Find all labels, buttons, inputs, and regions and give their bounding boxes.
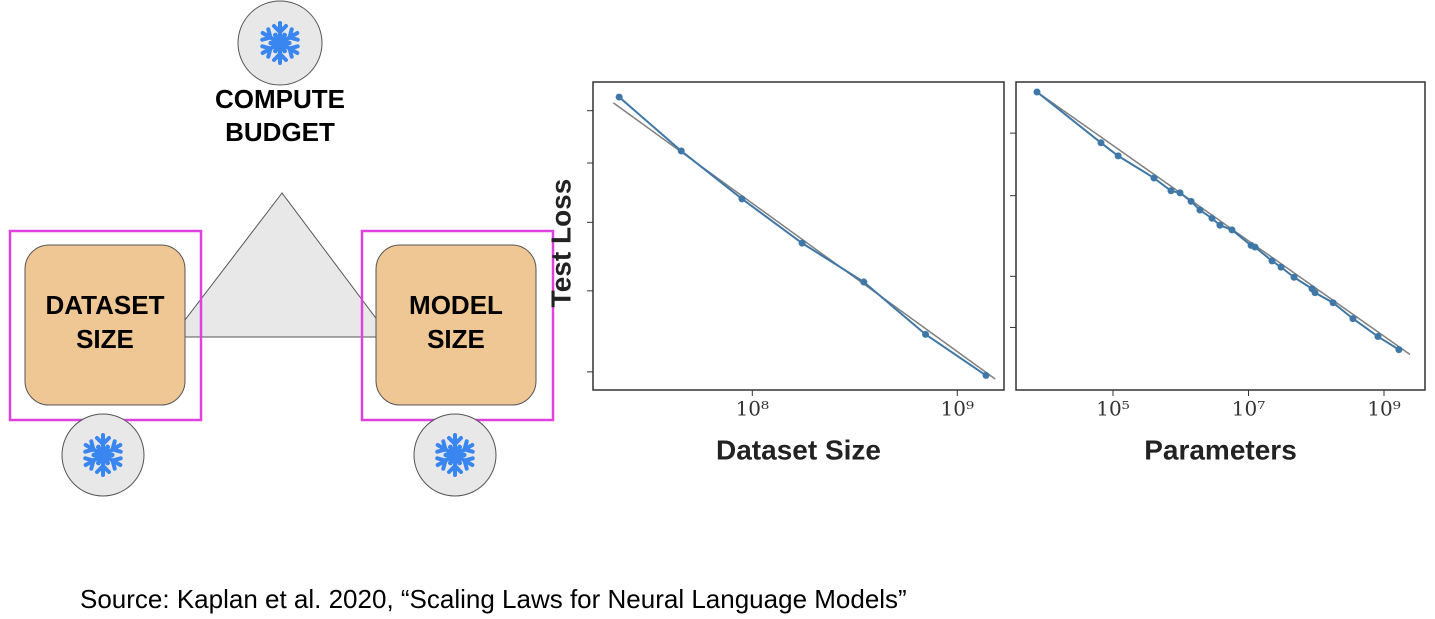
- data-point: [615, 93, 623, 101]
- data-point: [1208, 214, 1216, 222]
- compute-label: BUDGET: [225, 117, 335, 147]
- compute-label: COMPUTE: [215, 84, 345, 114]
- data-point: [1395, 346, 1403, 354]
- data-point: [798, 239, 806, 247]
- data-point: [1176, 189, 1184, 197]
- model-label: SIZE: [427, 324, 485, 354]
- data-point: [1033, 88, 1041, 96]
- plot-frame: [1015, 81, 1426, 391]
- x-axis-label: Dataset Size: [716, 434, 881, 465]
- data-point: [1268, 257, 1276, 265]
- data-point: [1150, 174, 1158, 182]
- series-line: [618, 96, 987, 377]
- series-line: [1036, 91, 1400, 351]
- x-tick-label: 10⁹: [1367, 397, 1400, 421]
- data-point: [1114, 152, 1122, 160]
- data-point: [1251, 243, 1259, 251]
- triangle: [170, 192, 391, 338]
- dataset-label: DATASET: [46, 290, 165, 320]
- plot-frame: [592, 81, 1005, 391]
- model-box: [375, 244, 537, 406]
- x-tick-label: 10⁸: [736, 397, 769, 421]
- x-tick-label: 10⁹: [941, 397, 974, 421]
- data-point: [1277, 263, 1285, 271]
- data-point: [1167, 187, 1175, 195]
- x-tick-label: 10⁷: [1232, 397, 1265, 421]
- data-point: [677, 147, 685, 155]
- data-point: [1290, 273, 1298, 281]
- data-point: [1216, 221, 1224, 229]
- dataset-label: SIZE: [76, 324, 134, 354]
- data-point: [1329, 299, 1337, 307]
- x-axis-label: Parameters: [1144, 434, 1297, 465]
- data-point: [1228, 226, 1236, 234]
- dataset-box: [24, 244, 186, 406]
- data-point: [738, 195, 746, 203]
- source-note: Source: Kaplan et al. 2020, “Scaling Law…: [80, 584, 907, 614]
- data-point: [1187, 197, 1195, 205]
- data-point: [1311, 289, 1319, 297]
- data-point: [922, 330, 930, 338]
- data-point: [860, 278, 868, 286]
- model-label: MODEL: [409, 290, 503, 320]
- data-point: [1097, 139, 1105, 147]
- data-point: [1374, 333, 1382, 341]
- data-point: [1349, 315, 1357, 323]
- x-tick-label: 10⁵: [1096, 397, 1129, 421]
- data-point: [982, 371, 990, 379]
- data-point: [1196, 206, 1204, 214]
- fit-line: [1036, 91, 1411, 356]
- y-axis-label: Test Loss: [545, 179, 576, 308]
